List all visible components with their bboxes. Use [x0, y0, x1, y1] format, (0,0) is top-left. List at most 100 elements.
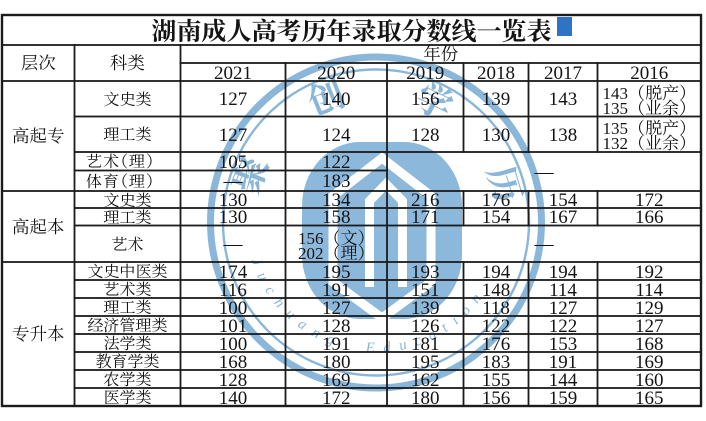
score-cell: 192 [635, 261, 664, 283]
score-cell: 191 [322, 333, 351, 355]
score-cell: 156（文） 202（理） [298, 228, 375, 263]
grid-line [73, 169, 388, 172]
score-cell: 139 [411, 297, 440, 319]
score-cell: 195 [322, 261, 351, 283]
score-cell: 130 [218, 207, 248, 229]
score-cell: 122 [322, 151, 351, 173]
subject-cell: 理工类 [103, 204, 152, 228]
header-year: 2021 [214, 62, 252, 84]
score-cell: — [223, 234, 243, 256]
header-year-group: 年份 [423, 41, 459, 67]
score-cell: 180 [411, 387, 440, 409]
score-cell: 151 [411, 279, 440, 301]
grid-line [527, 62, 530, 153]
subject-cell: 医学类 [103, 385, 152, 408]
subject-cell: 理工类 [103, 122, 152, 146]
score-cell: 167 [548, 207, 578, 229]
score-cell: 144 [548, 369, 578, 391]
score-cell: 183 [481, 351, 511, 373]
grid-line [462, 62, 465, 153]
header-level: 层次 [20, 50, 56, 76]
header-year: 2019 [406, 62, 445, 84]
score-cell: 155 [481, 369, 511, 391]
grid-line [1, 190, 702, 192]
grid-line [73, 207, 702, 209]
grid-line [73, 224, 702, 227]
score-cell: 127 [322, 297, 351, 319]
watermark-logo [302, 142, 462, 324]
subject-cell: 艺术 [111, 231, 144, 255]
score-cell: 169 [635, 351, 664, 373]
score-cell: 127 [218, 124, 248, 146]
group-label: 专升本 [12, 321, 65, 347]
subject-cell: 农学类 [103, 367, 152, 390]
score-cell: 176 [481, 333, 511, 355]
grid-line [73, 351, 702, 353]
subject-cell: 经济管理类 [87, 313, 168, 336]
score-cell: 194 [481, 261, 511, 283]
grid-line [73, 387, 702, 389]
header-subject: 科类 [110, 50, 145, 76]
header-year: 2016 [630, 62, 669, 84]
score-cell: 156 [481, 387, 511, 409]
header-year: 2017 [544, 62, 582, 84]
score-cell: 193 [411, 261, 440, 283]
score-cell: 127 [218, 89, 248, 111]
group-label: 高起本 [12, 213, 65, 239]
score-cell: 128 [322, 315, 351, 337]
score-cell: 116 [219, 279, 247, 301]
header-year: 2020 [317, 62, 356, 84]
score-cell: 156 [411, 89, 440, 111]
score-cell: — [223, 171, 243, 193]
grid-line [1, 13, 702, 17]
score-cell: 122 [481, 315, 511, 337]
grid-line [179, 62, 702, 64]
subject-cell: 理工类 [103, 295, 152, 318]
score-cell: 174 [218, 261, 248, 283]
grid-line [1, 80, 702, 82]
score-cell: 140 [322, 89, 351, 111]
score-cell: 172 [322, 387, 351, 409]
score-cell: 216 [411, 190, 440, 211]
score-cell: 143 [548, 89, 578, 111]
score-cell: 183 [322, 171, 351, 193]
score-cell: 127 [548, 297, 578, 319]
score-cell: 194 [548, 261, 578, 283]
score-cell: 100 [218, 297, 248, 319]
grid-line [73, 279, 702, 281]
score-cell: 148 [481, 279, 511, 301]
score-cell: 180 [322, 351, 351, 373]
score-cell: 171 [411, 207, 440, 229]
score-cell: 122 [548, 315, 578, 337]
score-cell: 130 [218, 190, 248, 211]
score-cell: 153 [548, 333, 578, 355]
grid-line [699, 14, 703, 407]
score-cell: 129 [635, 297, 664, 319]
subject-cell: 文史类 [103, 187, 152, 211]
score-cell: 140 [218, 387, 248, 409]
score-cell: 165 [635, 387, 664, 409]
subject-cell: 体育（理） [85, 168, 155, 192]
table-title: 湖南成人高考历年录取分数线一览表 [151, 11, 552, 48]
grid-line [73, 333, 702, 335]
subject-cell: 艺术类 [103, 277, 152, 300]
subject-cell: 教育学类 [95, 349, 160, 372]
title-caret [557, 17, 572, 36]
score-cell: 159 [548, 387, 578, 409]
score-cell: 126 [411, 315, 440, 337]
score-cell: 191 [548, 351, 578, 373]
group-label: 高起专 [12, 123, 65, 149]
score-cell: 158 [322, 207, 351, 229]
score-cell: 181 [411, 333, 440, 355]
subject-cell: 文史类 [103, 86, 152, 110]
subject-cell: 艺术（理） [85, 149, 155, 173]
score-cell: 100 [218, 333, 248, 355]
score-cell: 154 [548, 190, 578, 211]
score-cell: 191 [322, 279, 351, 301]
grid-line [0, 14, 4, 407]
grid-line [73, 297, 702, 299]
grid-line [73, 315, 702, 317]
score-cell: 124 [322, 124, 351, 146]
score-cell: 160 [635, 369, 664, 391]
grid-line [386, 62, 388, 407]
